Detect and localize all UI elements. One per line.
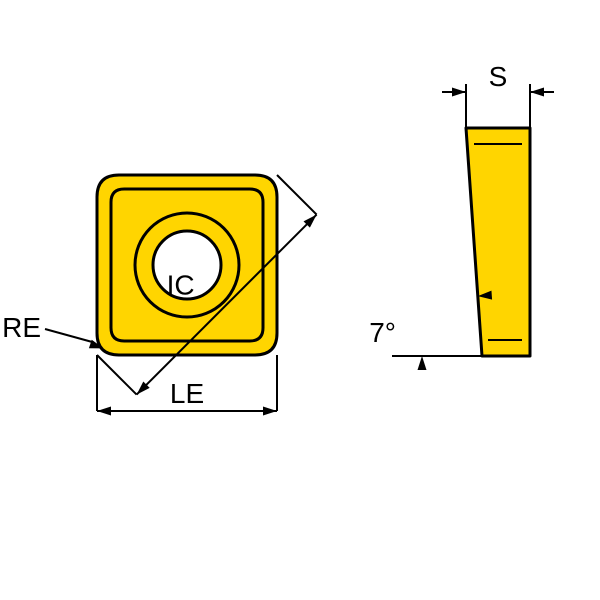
label-re: RE	[2, 312, 41, 343]
label-angle: 7°	[369, 317, 396, 348]
label-s: S	[489, 61, 508, 92]
label-ic: IC	[167, 270, 195, 301]
side-body	[466, 128, 530, 356]
label-le: LE	[170, 378, 204, 409]
